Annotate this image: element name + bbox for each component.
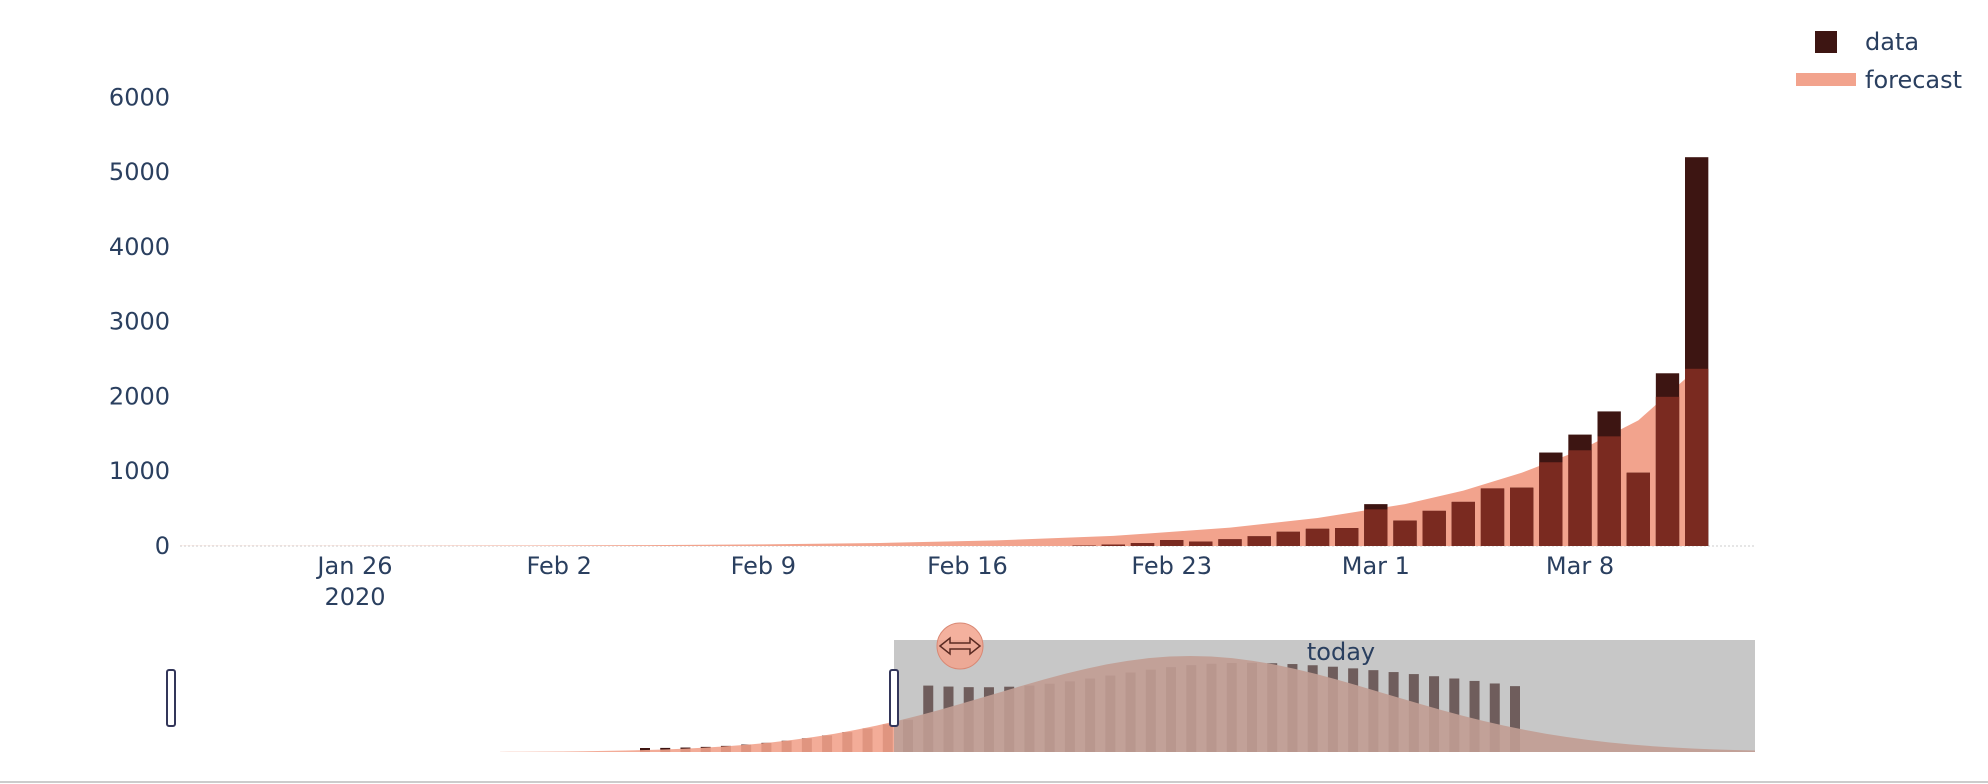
range-slider-shaded-region [894, 640, 1755, 752]
x-tick-label: Mar 8 [1546, 552, 1614, 580]
data-bar-overlap [1626, 472, 1650, 546]
data-bar-overlap [1451, 501, 1475, 546]
data-bar-overlap [1160, 540, 1184, 546]
y-tick-label: 6000 [109, 83, 170, 111]
data-bar-overlap [1510, 487, 1534, 546]
legend-label-data: data [1865, 28, 1919, 56]
data-bar-overlap [1335, 528, 1359, 546]
data-bar-overlap [1305, 528, 1330, 546]
x-tick-label: Feb 9 [731, 552, 796, 580]
x-tick-label: Feb 23 [1131, 552, 1212, 580]
legend-item-forecast[interactable]: forecast [1796, 66, 1962, 94]
slider-preview-bar [640, 748, 650, 752]
y-tick-label: 1000 [109, 457, 170, 485]
x-tick-label: Feb 2 [526, 552, 591, 580]
data-bar-overlap [1480, 488, 1505, 546]
x-tick-label: Feb 16 [927, 552, 1008, 580]
data-bar-overlap [1539, 462, 1563, 546]
data-bar-overlap [1247, 536, 1271, 546]
y-tick-label: 5000 [109, 158, 170, 186]
data-bar-overlap [1597, 436, 1621, 546]
legend-label-forecast: forecast [1865, 66, 1962, 94]
y-tick-label: 2000 [109, 382, 170, 410]
range-slider[interactable]: today [166, 622, 1755, 752]
range-slider-right-handle[interactable] [889, 669, 899, 727]
y-axis-ticks: 0 1000 2000 3000 4000 5000 6000 [109, 83, 170, 560]
data-bar-overlap [1101, 544, 1125, 546]
drag-handle-icon[interactable] [936, 622, 984, 670]
data-bar-overlap [1655, 396, 1680, 546]
y-tick-label: 3000 [109, 308, 170, 336]
x-axis-ticks: Jan 26 2020 Feb 2 Feb 9 Feb 16 Feb 23 Mar 1 Mar… [315, 552, 1614, 611]
data-bar-overlap [1685, 368, 1709, 546]
data-bar-overlap [1276, 531, 1300, 546]
data-bar-overlap [1422, 510, 1446, 546]
overlap-bars [1072, 368, 1709, 546]
main-plot[interactable] [180, 157, 1709, 546]
data-bar-overlap [1568, 450, 1592, 546]
range-slider-left-handle[interactable] [166, 669, 176, 727]
data-bar-overlap [1130, 543, 1155, 546]
data-bar-overlap [1218, 539, 1242, 546]
data-bar-overlap [1364, 509, 1388, 546]
legend-swatch-forecast [1796, 73, 1856, 86]
x-tick-label: Mar 1 [1342, 552, 1410, 580]
legend-item-data[interactable]: data [1815, 28, 1919, 56]
legend-swatch-data [1815, 31, 1837, 53]
x-tick-label: Jan 26 [315, 552, 392, 580]
today-annotation: today [1307, 638, 1375, 666]
x-tick-sublabel: 2020 [324, 583, 385, 611]
data-bar-overlap [1393, 520, 1417, 546]
y-tick-label: 0 [155, 532, 170, 560]
data-bar-overlap [1189, 541, 1213, 546]
legend[interactable]: data forecast [1796, 28, 1962, 94]
y-tick-label: 4000 [109, 233, 170, 261]
